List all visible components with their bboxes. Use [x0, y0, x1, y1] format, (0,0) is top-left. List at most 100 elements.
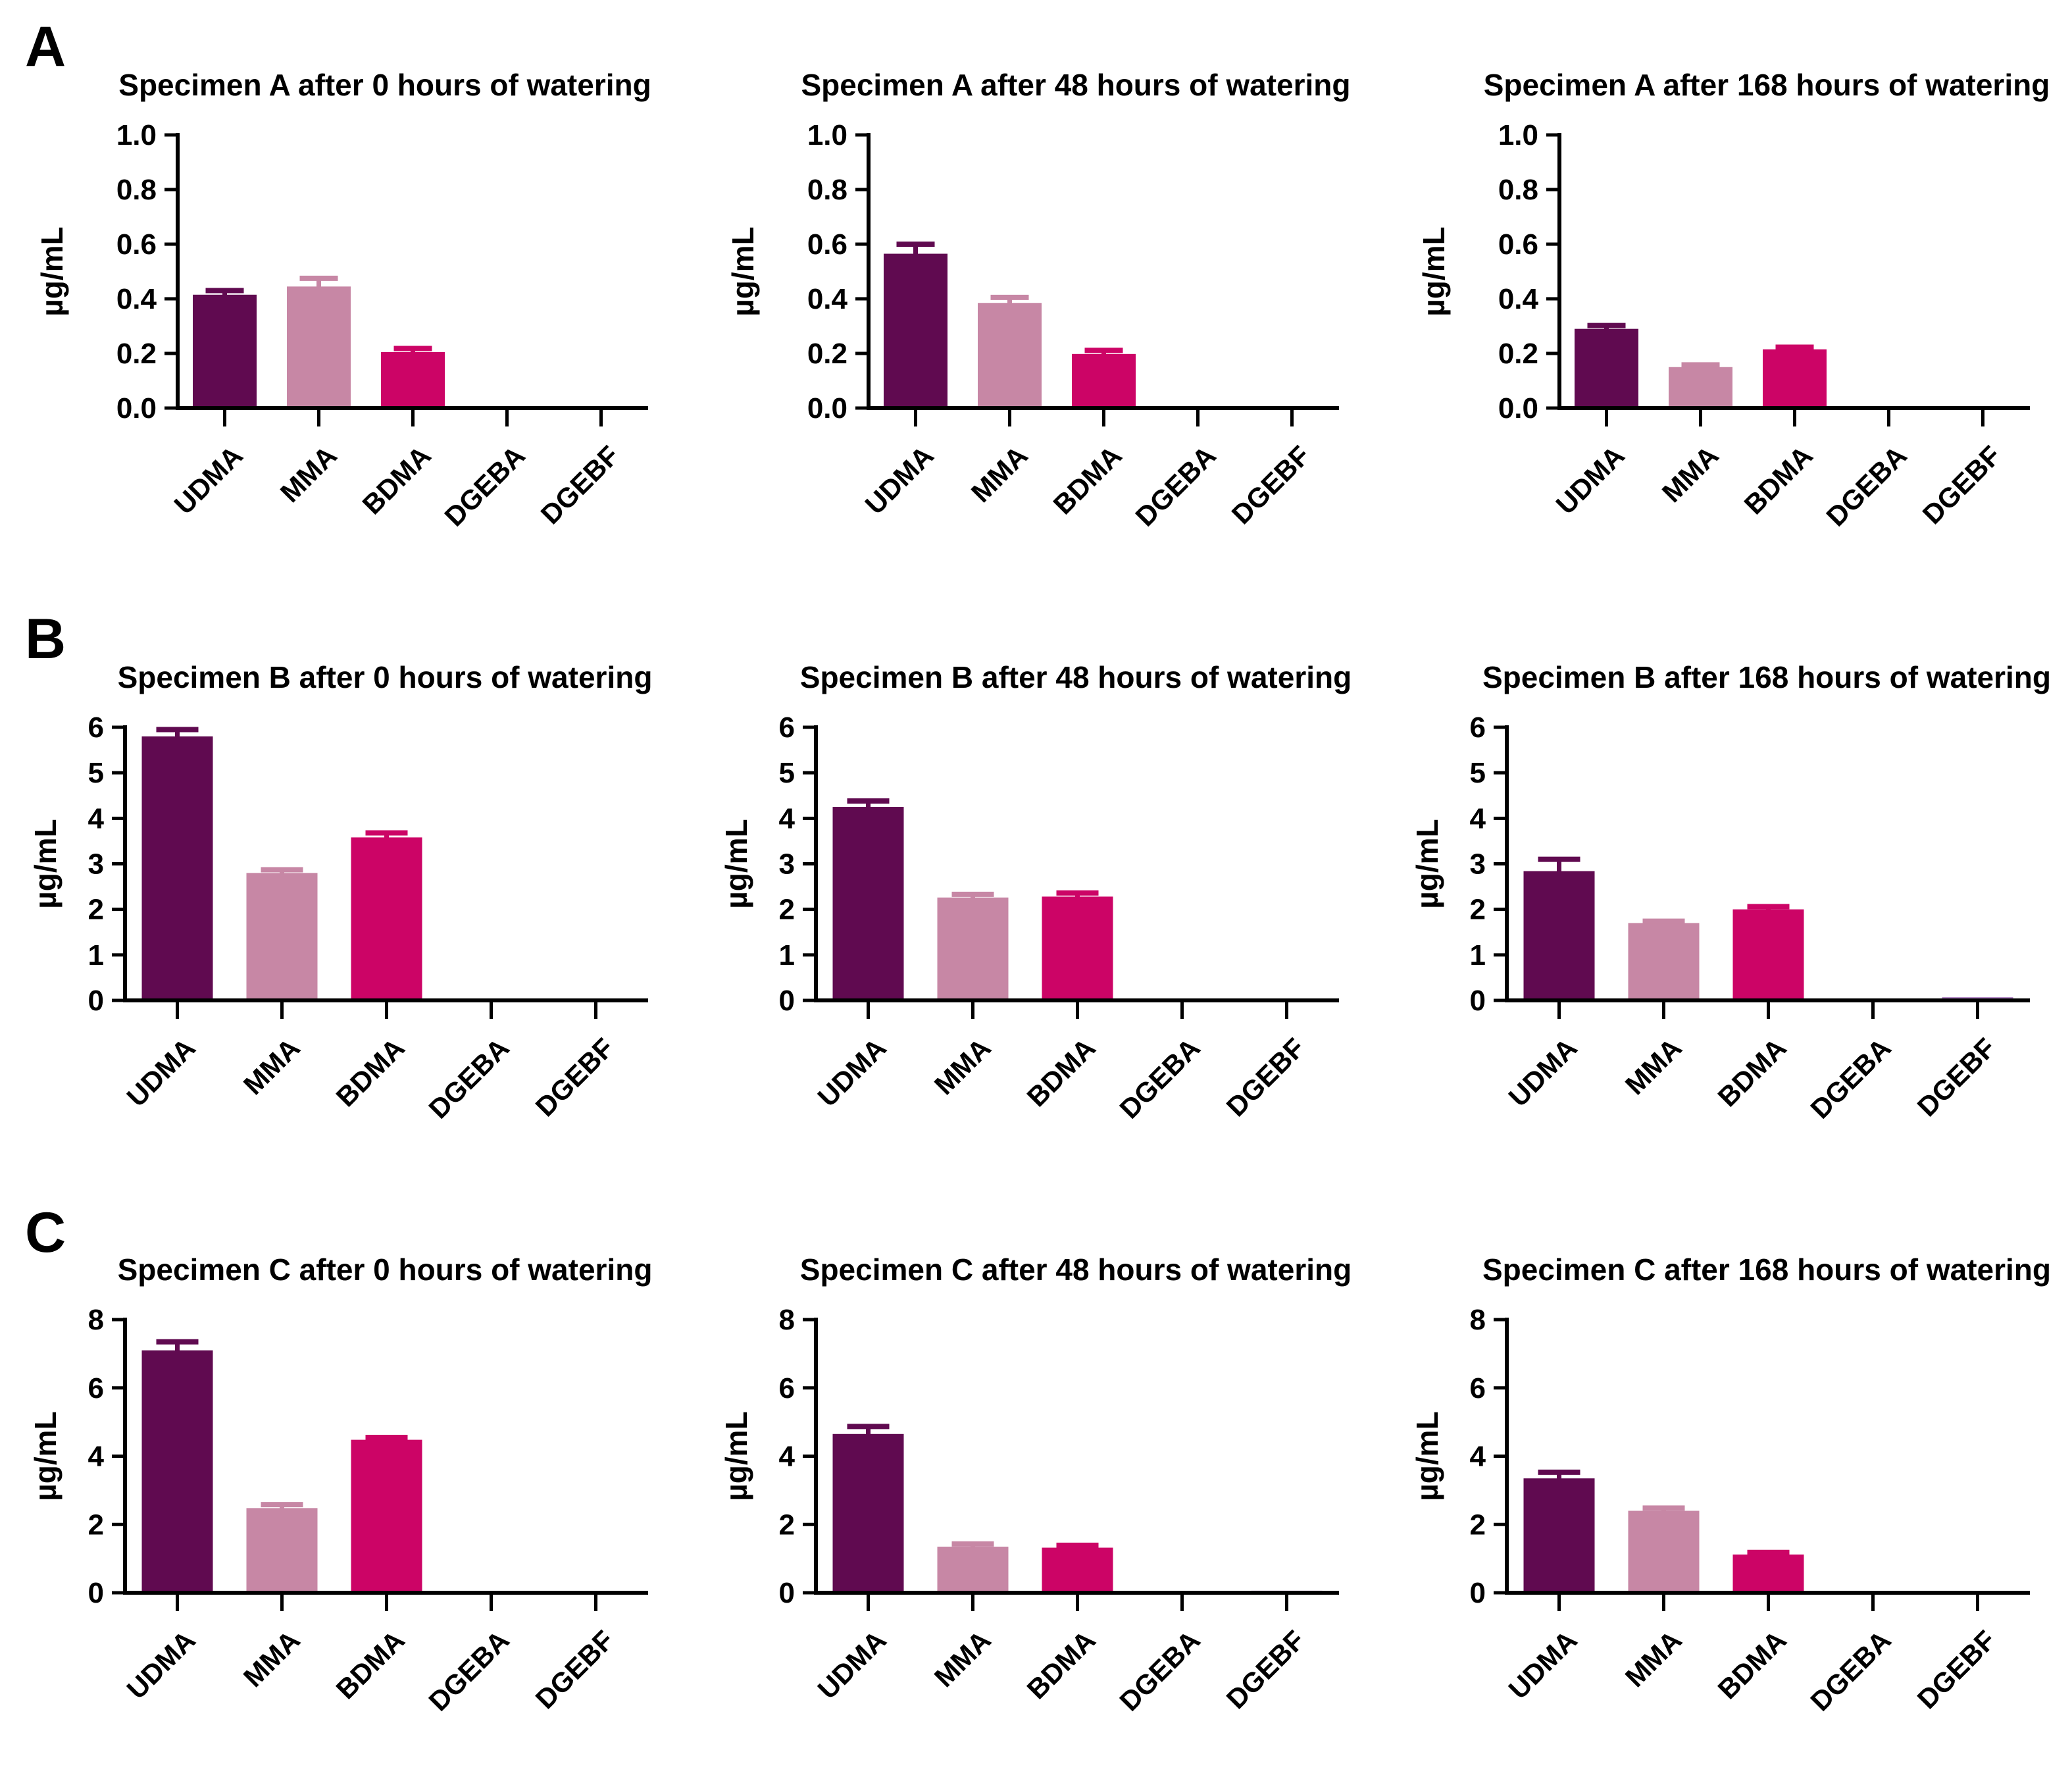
bar-mma [246, 873, 318, 1000]
bar-bdma [381, 351, 445, 408]
bar-bdma [1072, 353, 1136, 408]
y-axis-label: µg/mL [1410, 819, 1444, 908]
y-tick-label: 0 [779, 1577, 795, 1609]
x-category-label: DGEBF [1911, 1032, 2002, 1122]
x-category-label: DGEBA [422, 1624, 515, 1716]
bar-mma [1628, 923, 1700, 1000]
y-tick-label: 0.8 [1498, 174, 1538, 206]
bar-udma [832, 807, 904, 1000]
y-tick-label: 2 [779, 894, 795, 926]
x-category-label: DGEBF [1221, 1624, 1311, 1715]
x-category-label: UDMA [812, 1624, 892, 1705]
x-category-label: BDMA [330, 1032, 411, 1112]
y-tick-label: 4 [1470, 1441, 1486, 1473]
x-category-label: BDMA [1021, 1624, 1101, 1705]
x-category-label: BDMA [357, 440, 437, 520]
chart-specimen-a-48h: Specimen A after 48 hours of watering µg/… [691, 0, 1382, 594]
chart-title: Specimen C after 168 hours of watering [1482, 1252, 2051, 1287]
x-category-label: DGEBF [1221, 1032, 1311, 1122]
y-tick-label: 0.0 [116, 392, 157, 425]
chart-specimen-c-0h: Specimen C after 0 hours of watering µg/m… [0, 1185, 691, 1779]
y-tick-label: 0.2 [1498, 338, 1538, 370]
y-axis-label: µg/mL [28, 1411, 63, 1501]
y-tick-label: 5 [88, 757, 104, 789]
y-tick-label: 6 [88, 1372, 104, 1405]
y-tick-label: 2 [1470, 894, 1486, 926]
chart-title: Specimen A after 0 hours of watering [118, 68, 651, 102]
x-category-label: BDMA [1712, 1032, 1792, 1112]
panel-label-b: B [25, 607, 66, 671]
x-category-label: UDMA [121, 1624, 201, 1705]
x-category-label: UDMA [812, 1032, 892, 1112]
y-tick-label: 0.4 [807, 283, 848, 315]
chart-specimen-b-168h: Specimen B after 168 hours of watering µg… [1382, 592, 2072, 1187]
y-tick-label: 6 [779, 1372, 795, 1405]
y-tick-label: 4 [1470, 802, 1486, 835]
x-category-label: MMA [928, 1624, 997, 1693]
y-tick-label: 0.0 [1498, 392, 1538, 425]
chart-title: Specimen C after 48 hours of watering [800, 1252, 1352, 1287]
bar-udma [141, 736, 213, 1000]
bar-mma [1669, 367, 1732, 408]
bar-mma [1628, 1510, 1700, 1593]
y-tick-label: 0 [1470, 985, 1486, 1017]
x-category-label: DGEBF [535, 440, 625, 530]
bar-udma [832, 1433, 904, 1593]
bar-chart-svg: Specimen B after 168 hours of watering µg… [1410, 660, 2051, 1125]
bar-bdma [1042, 1547, 1113, 1593]
bar-chart-svg: Specimen C after 168 hours of watering µg… [1410, 1252, 2051, 1717]
bar-bdma [1042, 896, 1113, 1000]
y-axis-label: µg/mL [35, 226, 69, 316]
y-tick-label: 0.4 [116, 283, 157, 315]
x-category-label: DGEBA [1113, 1624, 1205, 1716]
y-tick-label: 2 [88, 1508, 104, 1541]
y-tick-label: 3 [1470, 848, 1486, 881]
bar-bdma [1732, 909, 1804, 1000]
bar-chart-svg: Specimen C after 48 hours of watering µg/… [719, 1252, 1352, 1717]
x-category-label: DGEBF [1917, 440, 2007, 530]
y-tick-label: 0 [88, 985, 104, 1017]
x-category-label: UDMA [1503, 1032, 1583, 1112]
x-category-label: MMA [928, 1032, 997, 1100]
x-category-label: DGEBA [1804, 1032, 1896, 1124]
bar-mma [937, 1546, 1009, 1593]
x-category-label: UDMA [1550, 440, 1630, 520]
bar-bdma [1763, 349, 1827, 408]
y-axis-label: µg/mL [719, 819, 753, 908]
y-tick-label: 0.2 [807, 338, 847, 370]
x-category-label: DGEBA [422, 1032, 515, 1124]
y-tick-label: 2 [779, 1508, 795, 1541]
y-tick-label: 1.0 [807, 119, 847, 151]
x-category-label: MMA [238, 1032, 306, 1100]
panel-label-c: C [25, 1201, 66, 1264]
y-tick-label: 0.0 [807, 392, 847, 425]
y-tick-label: 8 [1470, 1304, 1486, 1336]
y-tick-label: 3 [88, 848, 104, 881]
y-tick-label: 1.0 [116, 119, 157, 151]
bar-mma [937, 897, 1009, 1000]
y-tick-label: 0.6 [1498, 228, 1538, 261]
x-category-label: DGEBF [1226, 440, 1316, 530]
y-axis-label: µg/mL [719, 1411, 753, 1501]
x-category-label: UDMA [168, 440, 249, 520]
x-category-label: DGEBF [1911, 1624, 2002, 1715]
y-axis-label: µg/mL [726, 226, 760, 316]
x-category-label: MMA [965, 440, 1034, 508]
bar-bdma [351, 1439, 422, 1593]
y-tick-label: 6 [779, 711, 795, 744]
y-tick-label: 0.4 [1498, 283, 1539, 315]
y-tick-label: 8 [779, 1304, 795, 1336]
bar-chart-svg: Specimen B after 48 hours of watering µg/… [719, 660, 1352, 1125]
x-category-label: DGEBA [438, 440, 530, 532]
y-axis-label: µg/mL [1417, 226, 1451, 316]
x-category-label: DGEBF [530, 1624, 620, 1715]
x-category-label: DGEBF [530, 1032, 620, 1122]
bar-mma [978, 303, 1042, 408]
bar-udma [1523, 871, 1595, 1000]
y-tick-label: 1 [88, 939, 104, 971]
y-tick-label: 0.6 [807, 228, 847, 261]
chart-title: Specimen C after 0 hours of watering [118, 1252, 653, 1287]
y-tick-label: 2 [1470, 1508, 1486, 1541]
x-category-label: DGEBA [1804, 1624, 1896, 1716]
bar-udma [884, 253, 948, 408]
